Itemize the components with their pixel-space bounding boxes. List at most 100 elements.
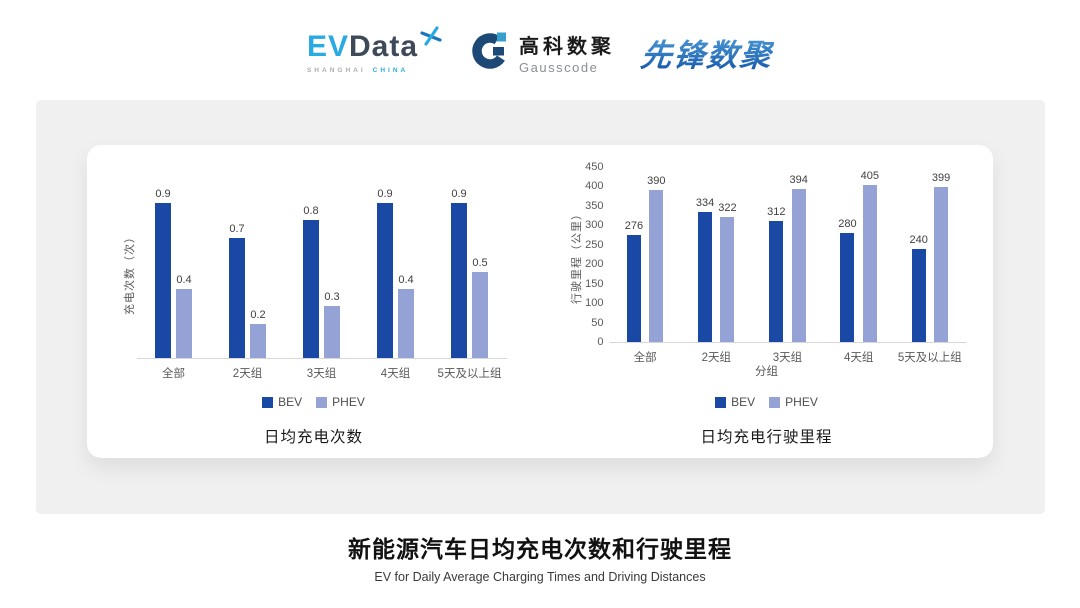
charging-times-chart: 充电次数（次） 0.9 0.4 全部 0.7 0.2 2天组 0.8 0.3 3天组 0.9 0.4 4… bbox=[87, 145, 540, 458]
sparkle-icon bbox=[420, 26, 442, 51]
phev-bar bbox=[934, 186, 949, 342]
evdata-sub-shanghai: SHANGHAI bbox=[306, 67, 366, 74]
bar-value-label: 322 bbox=[718, 201, 737, 214]
legend-label: PHEV bbox=[785, 395, 818, 409]
bar-wrap: 399 bbox=[932, 172, 950, 342]
evdata-logo: EV Data SHANGHAI CHINA bbox=[306, 26, 444, 74]
category-label: 2天组 bbox=[232, 368, 263, 380]
bar-value-label: 0.9 bbox=[155, 188, 171, 201]
bev-bar bbox=[840, 233, 855, 342]
legend-label: PHEV bbox=[332, 395, 365, 409]
legend-swatch bbox=[769, 396, 781, 408]
bar-group: 240 399 5天及以上组 bbox=[898, 172, 962, 364]
bar-wrap: 0.9 bbox=[377, 188, 393, 358]
phev-bar bbox=[472, 272, 488, 358]
y-tick-label: 250 bbox=[585, 238, 604, 251]
bar-value-label: 0.2 bbox=[250, 308, 266, 321]
bar-value-label: 390 bbox=[647, 175, 666, 188]
bar-group: 334 322 2天组 bbox=[696, 197, 737, 364]
category-label: 4天组 bbox=[843, 352, 874, 364]
y-axis-label: 充电次数（次） bbox=[123, 231, 136, 315]
gausscode-name-cn: 高科数聚 bbox=[519, 35, 616, 58]
bar-wrap: 405 bbox=[860, 169, 880, 342]
y-tick-label: 100 bbox=[585, 297, 604, 310]
bar-value-label: 312 bbox=[767, 205, 786, 218]
bar-wrap: 280 bbox=[838, 218, 857, 342]
bev-bar bbox=[911, 248, 926, 342]
bar-value-label: 0.9 bbox=[451, 188, 467, 201]
bar-wrap: 0.4 bbox=[398, 274, 414, 358]
bar-wrap: 0.9 bbox=[155, 188, 171, 358]
bar-wrap: 322 bbox=[718, 201, 737, 342]
chart-title: 日均充电次数 bbox=[263, 429, 363, 446]
bev-bar bbox=[626, 234, 641, 342]
page-subtitle: EV for Daily Average Charging Times and … bbox=[374, 570, 706, 584]
category-label: 3天组 bbox=[306, 368, 337, 380]
x-axis-label: 分组 bbox=[755, 366, 778, 378]
legend: BEV PHEV bbox=[262, 395, 365, 409]
xianfeng-shuju-logo: 先锋数聚 bbox=[639, 30, 776, 75]
phev-bar bbox=[398, 289, 414, 358]
legend: BEV PHEV bbox=[715, 395, 818, 409]
bar-value-label: 0.4 bbox=[398, 274, 414, 287]
bar-group: 0.8 0.3 3天组 bbox=[303, 205, 340, 380]
bar-value-label: 0.3 bbox=[324, 291, 340, 304]
category-label: 5天及以上组 bbox=[437, 368, 502, 380]
bar-value-label: 280 bbox=[838, 218, 857, 231]
phev-bar bbox=[176, 289, 192, 358]
bar-wrap: 0.5 bbox=[472, 257, 488, 358]
bar-wrap: 0.9 bbox=[451, 188, 467, 358]
evdata-logo-data: Data bbox=[349, 30, 419, 63]
bev-bar bbox=[451, 203, 467, 358]
y-axis-ticks: 450 400 350 300 250 200 150 100 50 0 bbox=[584, 161, 610, 348]
bar-value-label: 276 bbox=[624, 219, 644, 232]
bar-value-label: 394 bbox=[789, 173, 808, 186]
bar-group: 280 405 4天组 bbox=[838, 169, 880, 365]
bev-bar bbox=[377, 203, 393, 358]
bar-value-label: 0.7 bbox=[229, 222, 245, 235]
y-tick-label: 300 bbox=[585, 219, 604, 232]
bar-wrap: 0.2 bbox=[250, 309, 266, 358]
bar-wrap: 0.3 bbox=[324, 291, 340, 358]
evdata-sub-china: CHINA bbox=[372, 67, 409, 74]
bar-wrap: 276 bbox=[625, 220, 643, 342]
bar-value-label: 0.9 bbox=[377, 188, 393, 201]
legend-item: BEV bbox=[262, 395, 302, 409]
plot-area: 276 390 全部 334 322 2天组 312 394 3天组 280 405 4天组 240 39… bbox=[609, 168, 966, 365]
chart-title: 日均充电行驶里程 bbox=[700, 429, 833, 446]
phev-bar bbox=[324, 306, 340, 358]
bar-group: 276 390 全部 bbox=[625, 175, 666, 364]
gausscode-g-icon bbox=[470, 30, 510, 75]
y-tick-label: 450 bbox=[585, 161, 604, 173]
bar-group: 312 394 3天组 bbox=[767, 173, 808, 364]
bar-group: 0.9 0.4 4天组 bbox=[377, 188, 414, 380]
bar-wrap: 0.4 bbox=[176, 274, 192, 358]
phev-bar bbox=[862, 184, 877, 342]
bev-bar bbox=[698, 212, 713, 342]
bev-bar bbox=[769, 220, 784, 342]
legend-swatch bbox=[715, 396, 727, 408]
category-label: 4天组 bbox=[380, 368, 411, 380]
bar-group: 0.9 0.5 5天及以上组 bbox=[438, 188, 502, 380]
bar-value-label: 405 bbox=[860, 169, 880, 182]
y-axis-label-wrap: 充电次数（次） bbox=[121, 187, 137, 359]
bev-bar bbox=[229, 237, 245, 358]
charts-card: 充电次数（次） 0.9 0.4 全部 0.7 0.2 2天组 0.8 0.3 3天组 0.9 0.4 4… bbox=[87, 145, 993, 458]
bar-value-label: 240 bbox=[909, 233, 928, 246]
legend-item: PHEV bbox=[769, 395, 818, 409]
legend-swatch bbox=[262, 396, 274, 408]
bar-value-label: 0.5 bbox=[472, 257, 488, 269]
y-tick-label: 400 bbox=[585, 180, 604, 193]
bev-bar bbox=[303, 220, 319, 358]
plot-area: 0.9 0.4 全部 0.7 0.2 2天组 0.8 0.3 3天组 0.9 0.4 4天组 0.9 0.… bbox=[136, 187, 507, 380]
category-label: 5天及以上组 bbox=[897, 352, 962, 364]
gausscode-name-en: Gausscode bbox=[519, 59, 599, 75]
y-tick-label: 350 bbox=[585, 199, 604, 212]
y-tick-label: 50 bbox=[591, 316, 604, 329]
phev-bar bbox=[250, 323, 266, 358]
bar-wrap: 0.7 bbox=[229, 223, 245, 358]
page-title: 新能源汽车日均充电次数和行驶里程 bbox=[348, 536, 732, 562]
bar-wrap: 0.8 bbox=[303, 205, 319, 358]
bar-group: 0.9 0.4 全部 bbox=[155, 188, 192, 380]
legend-label: BEV bbox=[278, 395, 303, 409]
